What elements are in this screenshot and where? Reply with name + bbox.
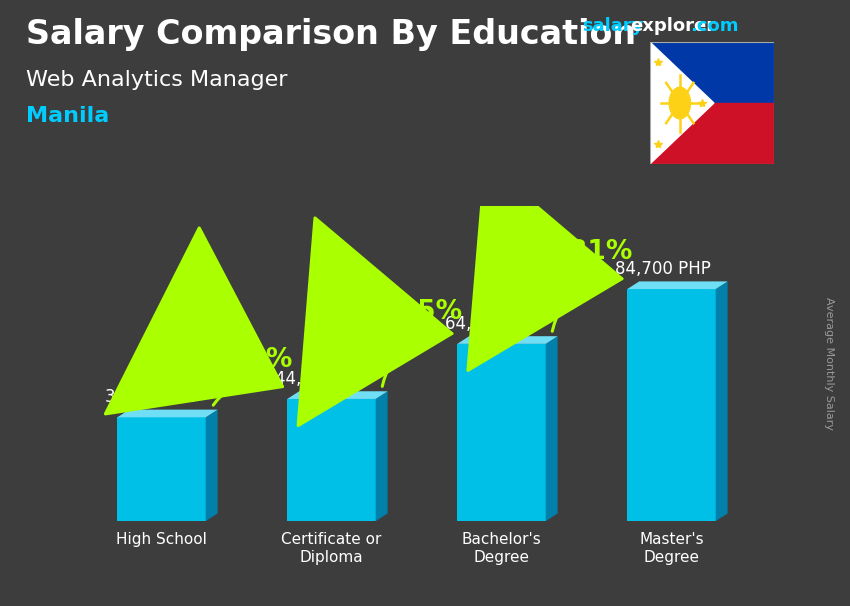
Text: Web Analytics Manager: Web Analytics Manager <box>26 70 287 90</box>
Text: Average Monthly Salary: Average Monthly Salary <box>824 297 834 430</box>
Text: 44,600 PHP: 44,600 PHP <box>275 370 371 388</box>
Polygon shape <box>457 336 558 344</box>
FancyArrowPatch shape <box>105 228 282 414</box>
FancyBboxPatch shape <box>457 344 546 521</box>
Text: Salary Comparison By Education: Salary Comparison By Education <box>26 18 636 51</box>
Polygon shape <box>287 391 388 399</box>
Polygon shape <box>376 391 388 521</box>
Text: +31%: +31% <box>547 239 632 265</box>
Polygon shape <box>716 281 728 521</box>
Text: 64,700 PHP: 64,700 PHP <box>445 315 541 333</box>
Text: salary: salary <box>582 17 643 35</box>
Text: 37,900 PHP: 37,900 PHP <box>105 388 201 407</box>
Polygon shape <box>627 281 728 289</box>
Bar <box>650 103 774 164</box>
Polygon shape <box>117 410 218 418</box>
Text: Manila: Manila <box>26 106 109 126</box>
Text: explorer: explorer <box>631 17 716 35</box>
Text: +18%: +18% <box>207 347 292 373</box>
Polygon shape <box>650 42 714 164</box>
Text: 84,700 PHP: 84,700 PHP <box>615 260 711 278</box>
FancyBboxPatch shape <box>117 418 206 521</box>
FancyBboxPatch shape <box>287 399 376 521</box>
Polygon shape <box>546 336 558 521</box>
FancyBboxPatch shape <box>627 289 716 521</box>
FancyArrowPatch shape <box>298 218 452 425</box>
Text: +45%: +45% <box>377 299 462 325</box>
Circle shape <box>669 87 690 119</box>
Text: .com: .com <box>690 17 739 35</box>
Polygon shape <box>206 410 218 521</box>
Bar <box>650 42 774 103</box>
FancyArrowPatch shape <box>468 163 622 370</box>
